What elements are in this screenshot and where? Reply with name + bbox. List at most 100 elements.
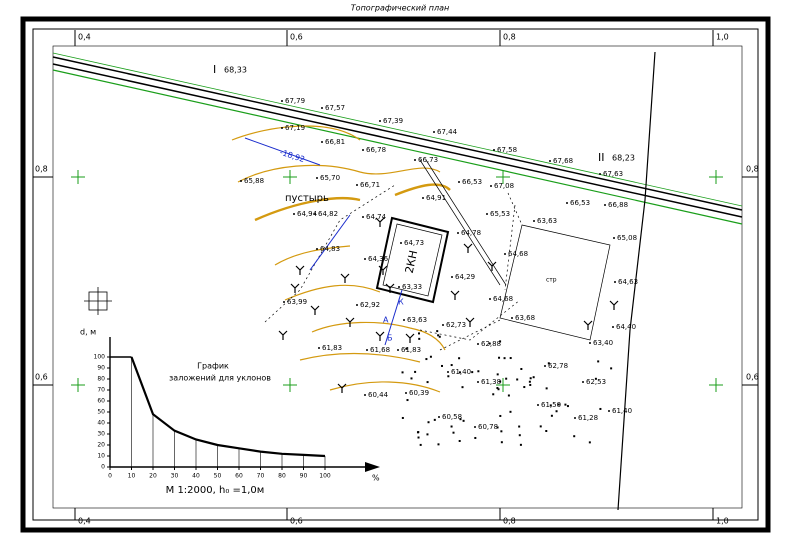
wasteland-label: пустырь [285,193,329,204]
elevation-point [397,349,399,351]
graph-subtitle: заложений для уклонов [169,374,271,383]
slope-lines [244,137,403,346]
crosshair [84,287,112,315]
ground-dot [523,386,526,389]
tree-symbol [450,290,460,300]
elevation-label: 64,74 [366,213,387,221]
ground-dot [500,441,503,444]
elevation-point [490,185,492,187]
elevation-point [486,213,488,215]
elevation-point [403,319,405,321]
ground-dot [438,335,441,338]
elevation-point [612,326,614,328]
elevation-point [400,242,402,244]
station-elevation: 68,23 [612,154,635,163]
tree-symbol [375,331,385,341]
contours [231,125,451,393]
elevation-point [582,381,584,383]
elevation-label: 60,39 [409,389,429,397]
map-frame [52,45,743,509]
ground-dot [498,356,501,359]
elevation-label: 60,58 [442,413,462,421]
fence [425,159,507,286]
grid-label: 1,0 [716,33,729,42]
elevation-point [614,281,616,283]
elevation-point [364,394,366,396]
ground-dot [440,364,443,367]
elevation-label: 64,78 [461,229,481,237]
ground-dot [500,430,503,433]
tree-symbol [378,265,388,275]
contour [231,125,361,141]
elevation-label: 63,68 [515,314,535,322]
tree-symbol [583,320,593,330]
ground-dot [450,364,453,367]
elevation-label: 66,88 [608,201,628,209]
x-tick-label: 80 [278,473,286,480]
elevation-label: 64,73 [404,239,424,247]
elevation-label: 65,88 [244,177,264,185]
slope-line [244,137,321,166]
tree-symbol [295,265,305,275]
ground-dot [520,367,523,370]
ground-dot [436,330,439,333]
ground-dot [496,373,499,376]
elevation-point [283,301,285,303]
ground-dot [594,377,597,380]
x-tick-label: 30 [171,473,179,480]
ground-dot [557,403,560,406]
ground-dot [437,443,440,446]
elevation-point [599,173,601,175]
elevation-point [544,365,546,367]
ground-dot [406,399,409,402]
elevation-point [477,381,479,383]
elevation-label: 67,58 [497,146,517,154]
grid-label: 0,4 [78,33,91,42]
ground-dot [417,436,420,439]
ground-dot [497,388,500,391]
ground-dot [474,436,477,439]
elevation-label: 67,68 [553,157,573,165]
ground-dot [471,371,474,374]
tree-symbol [345,317,355,327]
elevation-point [451,276,453,278]
ground-dot [545,430,548,433]
power-line [617,51,656,511]
elevation-label: 67,57 [325,104,345,112]
ground-dot [532,376,535,379]
ground-dot [588,441,591,444]
ground-dot [573,435,576,438]
elevation-label: 61,40 [612,407,632,415]
ground-dot [401,371,404,374]
elevation-point [366,349,368,351]
contour [274,245,351,266]
tree-symbol [375,217,385,227]
elevation-label: 67,79 [285,97,305,105]
x-tick-label: 100 [319,473,331,480]
ground-dot [461,386,464,389]
ground-dot [458,371,461,374]
elevation-point [613,237,615,239]
tree-symbol [463,243,473,253]
elevation-label: 63,40 [593,339,613,347]
elevation-label: 61,83 [401,346,421,354]
road-edge [52,56,743,211]
ground-dot [545,387,548,390]
elevation-label: 64,36 [368,255,389,263]
elevation-label: 67,08 [494,182,514,190]
x-tick-label: 10 [128,473,136,480]
ground-dot [518,425,521,428]
axis-arrow [365,462,380,472]
title: Топографический план [351,4,449,13]
tree-symbol [310,305,320,315]
ground-dot [417,332,420,335]
building-label: 2КН [403,249,421,274]
x-tick-label: 40 [192,473,200,480]
ground-dot [459,418,462,421]
ground-dot [499,380,502,383]
x-tick-label: 70 [257,473,265,480]
elevation-point [549,160,551,162]
elevation-label: 66,71 [360,181,380,189]
elevation-point [489,298,491,300]
